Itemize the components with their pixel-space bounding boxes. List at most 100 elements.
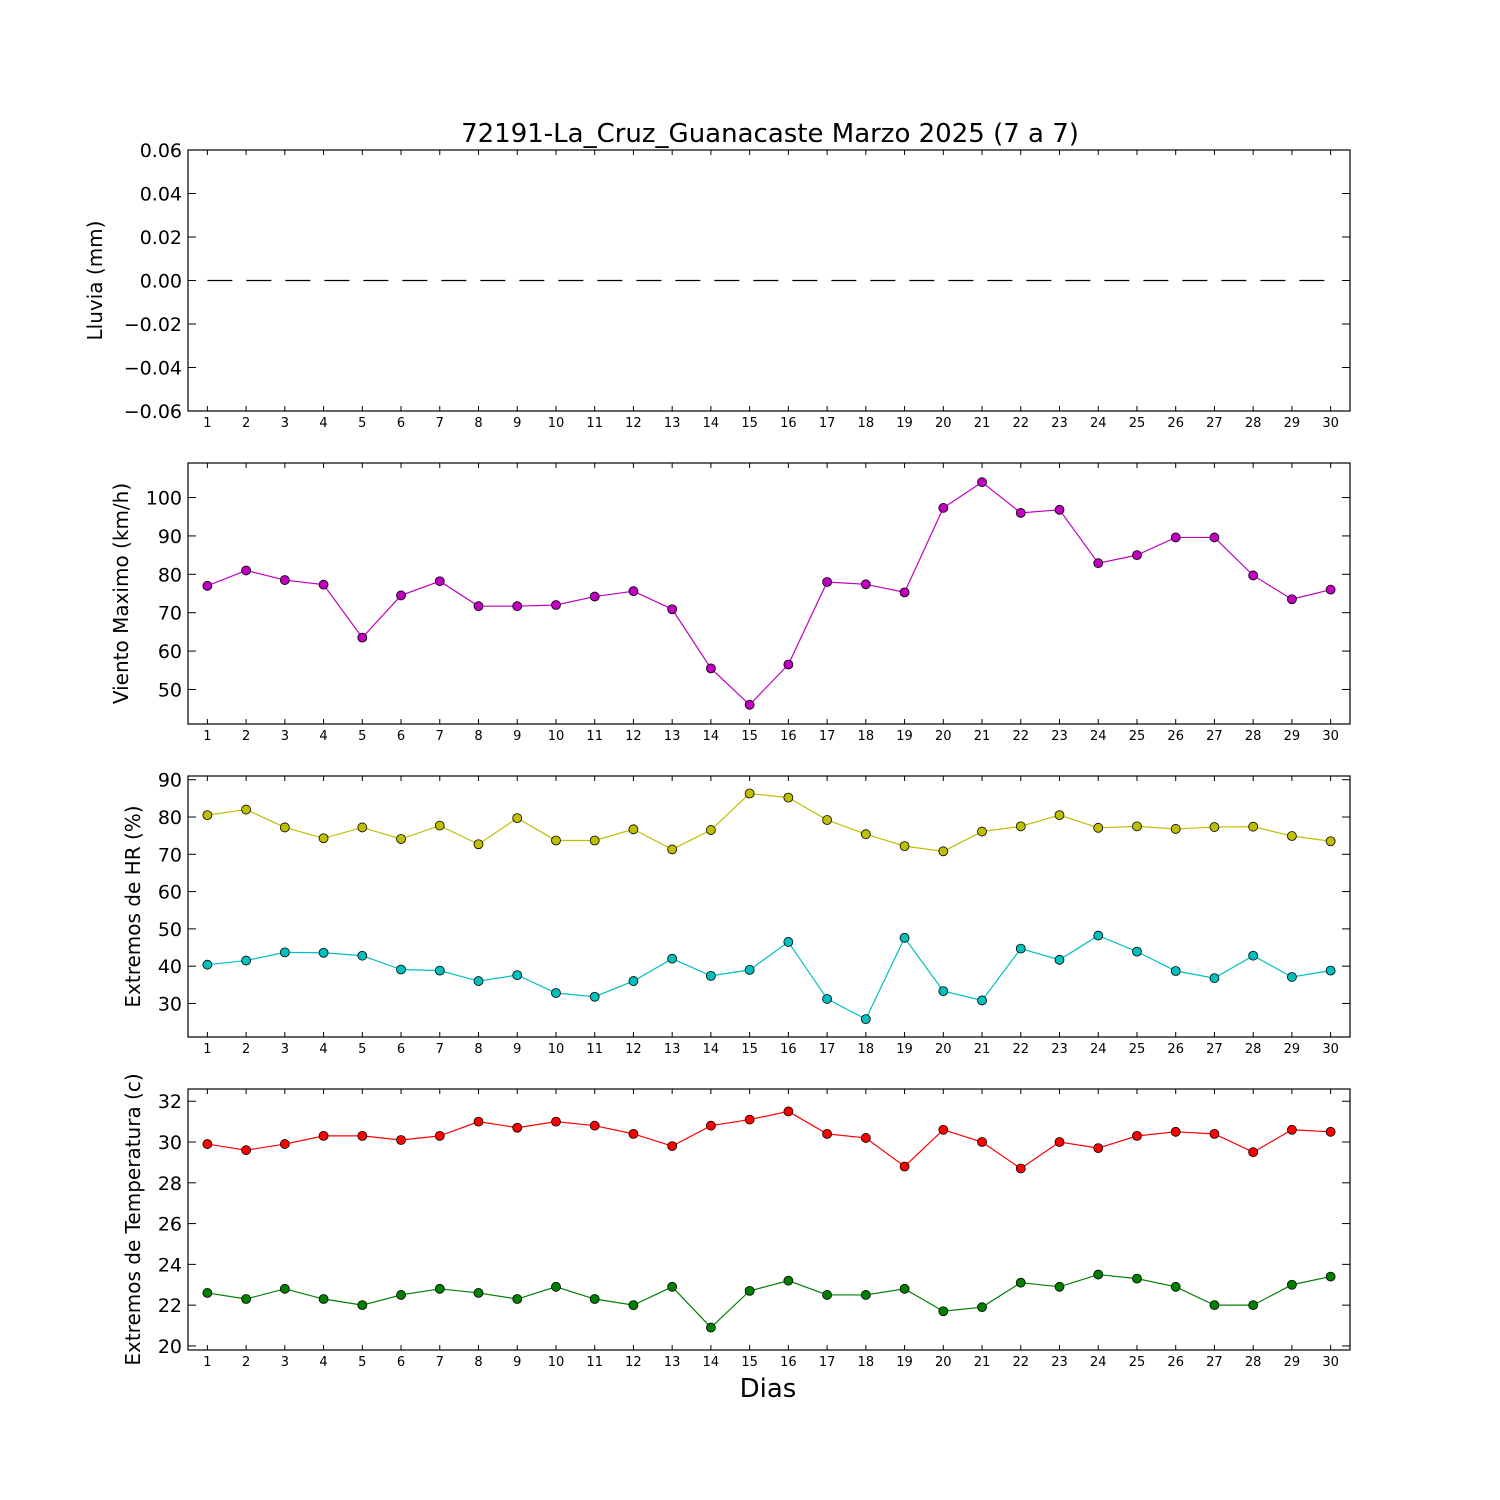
x-tick-label: 20	[935, 416, 952, 431]
x-tick-label: 4	[319, 1355, 327, 1370]
y-tick-label: 24	[158, 1254, 182, 1276]
series-line-3-1	[207, 792, 1331, 852]
data-point	[357, 632, 368, 643]
x-tick-label: 23	[1051, 1042, 1068, 1057]
data-point	[977, 477, 987, 488]
data-point	[899, 1161, 910, 1172]
x-tick-label: 21	[974, 1042, 991, 1057]
x-tick-label: 17	[819, 729, 836, 744]
data-point	[512, 1294, 523, 1304]
data-point	[357, 1300, 368, 1311]
y-tick-label: 30	[158, 993, 182, 1015]
chart-title: 72191-La_Cruz_Guanacaste Marzo 2025 (7 a…	[461, 119, 1079, 149]
panel-4: 1 2 3 4 5 6 7 8 9 10 11 12 13 14 15 16 17 18 19 20 21 22 23 24 2…	[121, 1073, 1351, 1370]
data-point	[551, 988, 561, 998]
x-tick-label: 3	[281, 729, 289, 744]
x-tick-label: 2	[242, 729, 250, 744]
y-tick-label: 60	[158, 641, 182, 663]
data-point	[977, 1137, 987, 1147]
data-point	[706, 970, 716, 981]
x-tick-label: 5	[358, 1355, 366, 1370]
y-tick-label: −0.06	[124, 401, 182, 423]
data-point	[1209, 973, 1220, 983]
x-tick-label: 13	[664, 1355, 681, 1370]
data-point	[279, 947, 290, 958]
data-point	[628, 976, 639, 986]
axes-frame	[187, 775, 1351, 1038]
data-point	[512, 601, 523, 612]
x-tick-label: 12	[625, 1355, 642, 1370]
data-point	[551, 600, 561, 610]
data-point	[860, 829, 871, 840]
x-tick-label: 20	[935, 1355, 952, 1370]
data-point	[1248, 950, 1259, 961]
data-point	[357, 1131, 368, 1141]
data-point	[241, 1145, 252, 1156]
data-point	[1209, 1128, 1220, 1139]
x-tick-label: 14	[703, 1042, 720, 1057]
y-axis-label: Lluvia (mm)	[83, 221, 107, 341]
data-point	[1015, 821, 1026, 832]
data-point	[1170, 532, 1181, 543]
x-tick-label: 29	[1284, 729, 1301, 744]
data-point	[589, 591, 600, 602]
data-point	[396, 1290, 406, 1300]
data-point	[1093, 1143, 1104, 1154]
x-tick-label: 1	[203, 729, 211, 744]
x-tick-label: 24	[1090, 416, 1107, 431]
y-tick-label: 30	[158, 1132, 182, 1154]
series-line-2-1	[207, 481, 1331, 706]
data-point	[667, 604, 678, 615]
x-tick-label: 16	[780, 1355, 797, 1370]
data-point	[783, 792, 794, 803]
x-tick-label: 4	[319, 1042, 327, 1057]
data-point	[938, 846, 949, 857]
x-tick-label: 12	[625, 416, 642, 431]
data-point	[202, 1139, 213, 1149]
y-tick-label: 60	[158, 882, 182, 904]
x-tick-label: 11	[586, 416, 603, 431]
data-point	[1132, 1273, 1142, 1284]
data-point	[589, 1294, 600, 1304]
x-tick-label: 25	[1129, 729, 1146, 744]
x-tick-label: 15	[741, 1042, 758, 1057]
data-point	[202, 959, 213, 970]
x-tick-label: 6	[397, 729, 405, 744]
y-tick-label: 32	[158, 1091, 182, 1113]
data-point	[434, 1283, 445, 1294]
x-tick-label: 9	[513, 1042, 521, 1057]
x-tick-label: 18	[858, 729, 875, 744]
data-point	[1170, 966, 1181, 976]
x-tick-label: 6	[397, 1042, 405, 1057]
data-point	[977, 826, 987, 837]
data-point	[1248, 1147, 1259, 1158]
x-axis-label: Dias	[740, 1374, 797, 1404]
data-point	[822, 577, 832, 587]
data-point	[667, 1141, 678, 1151]
x-tick-label: 19	[896, 1042, 913, 1057]
x-tick-label: 19	[896, 729, 913, 744]
data-point	[667, 844, 678, 855]
data-point	[396, 834, 406, 844]
x-tick-label: 7	[436, 729, 444, 744]
data-point	[241, 565, 252, 576]
data-point	[938, 1124, 949, 1135]
x-tick-label: 16	[780, 729, 797, 744]
data-point	[977, 995, 987, 1006]
x-tick-label: 29	[1284, 416, 1301, 431]
y-tick-label: 90	[158, 526, 182, 548]
x-tick-label: 16	[780, 416, 797, 431]
y-tick-label: 26	[158, 1214, 182, 1236]
data-point	[1093, 558, 1104, 569]
data-point	[744, 788, 755, 799]
x-tick-label: 23	[1051, 416, 1068, 431]
data-point	[357, 822, 368, 833]
data-point	[1054, 1281, 1065, 1292]
x-tick-label: 19	[896, 416, 913, 431]
data-point	[1054, 954, 1065, 965]
y-tick-label: 70	[158, 603, 182, 625]
data-point	[473, 1116, 484, 1127]
data-point	[279, 822, 290, 833]
x-tick-label: 7	[436, 1042, 444, 1057]
data-point	[1170, 1126, 1181, 1137]
